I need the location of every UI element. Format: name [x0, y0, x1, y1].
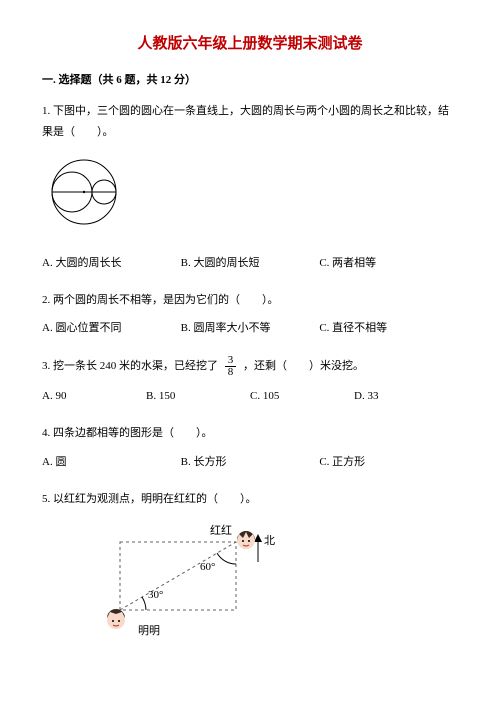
q2-opt-c: C. 直径不相等: [319, 318, 458, 339]
q3-opt-b: B. 150: [146, 386, 250, 407]
q3-fraction: 3 8: [225, 355, 237, 378]
question-5: 5. 以红红为观测点，明明在红红的（ ）。: [42, 489, 458, 646]
diagonal: [120, 542, 236, 610]
q1-options: A. 大圆的周长长 B. 大圆的周长短 C. 两者相等: [42, 253, 458, 274]
q4-text: 4. 四条边都相等的图形是（ ）。: [42, 423, 458, 444]
question-3: 3. 挖一条长 240 米的水渠，已经挖了 3 8 ，还剩（ ）米没挖。 A. …: [42, 355, 458, 407]
q3-frac-den: 8: [225, 367, 237, 378]
question-2: 2. 两个圆的周长不相等，是因为它们的（ ）。 A. 圆心位置不同 B. 圆周率…: [42, 290, 458, 340]
q4-options: A. 圆 B. 长方形 C. 正方形: [42, 452, 458, 473]
arc-60: [217, 553, 236, 564]
q5-figure: 红红 北 60° 30° 明明: [102, 518, 458, 646]
angle-svg: 红红 北 60° 30° 明明: [102, 518, 292, 638]
q2-opt-b: B. 圆周率大小不等: [181, 318, 320, 339]
circles-svg: [42, 157, 126, 227]
q4-opt-b: B. 长方形: [181, 452, 320, 473]
label-60: 60°: [200, 561, 215, 573]
q3-pre: 3. 挖一条长 240 米的水渠，已经挖了: [42, 360, 221, 372]
q4-opt-c: C. 正方形: [319, 452, 458, 473]
question-4: 4. 四条边都相等的图形是（ ）。 A. 圆 B. 长方形 C. 正方形: [42, 423, 458, 473]
q1-opt-a: A. 大圆的周长长: [42, 253, 181, 274]
page-title: 人教版六年级上册数学期末测试卷: [42, 32, 458, 53]
q2-options: A. 圆心位置不同 B. 圆周率大小不等 C. 直径不相等: [42, 318, 458, 339]
center-dot: [83, 191, 85, 193]
q1-figure: [42, 157, 458, 235]
label-honghong: 红红: [210, 524, 232, 537]
q2-opt-a: A. 圆心位置不同: [42, 318, 181, 339]
q1-opt-b: B. 大圆的周长短: [181, 253, 320, 274]
q3-options: A. 90 B. 150 C. 105 D. 33: [42, 386, 458, 407]
honghong-avatar: [237, 531, 255, 549]
label-30: 30°: [148, 589, 163, 601]
q4-opt-a: A. 圆: [42, 452, 181, 473]
label-mingming: 明明: [138, 624, 160, 637]
label-north: 北: [264, 534, 275, 547]
q3-opt-c: C. 105: [250, 386, 354, 407]
q1-text: 1. 下图中，三个圆的圆心在一条直线上，大圆的周长与两个小圆的周长之和比较，结果…: [42, 101, 458, 143]
q5-text: 5. 以红红为观测点，明明在红红的（ ）。: [42, 489, 458, 510]
q2-text: 2. 两个圆的周长不相等，是因为它们的（ ）。: [42, 290, 458, 311]
q3-post: ，还剩（ ）米没挖。: [243, 360, 364, 372]
q3-opt-d: D. 33: [354, 386, 458, 407]
arc-30: [142, 597, 146, 610]
section-header: 一. 选择题（共 6 题，共 12 分）: [42, 71, 458, 87]
question-1: 1. 下图中，三个圆的圆心在一条直线上，大圆的周长与两个小圆的周长之和比较，结果…: [42, 101, 458, 274]
q3-opt-a: A. 90: [42, 386, 146, 407]
mingming-avatar: [107, 609, 125, 629]
north-arrow-head: [254, 534, 262, 542]
q1-opt-c: C. 两者相等: [319, 253, 458, 274]
